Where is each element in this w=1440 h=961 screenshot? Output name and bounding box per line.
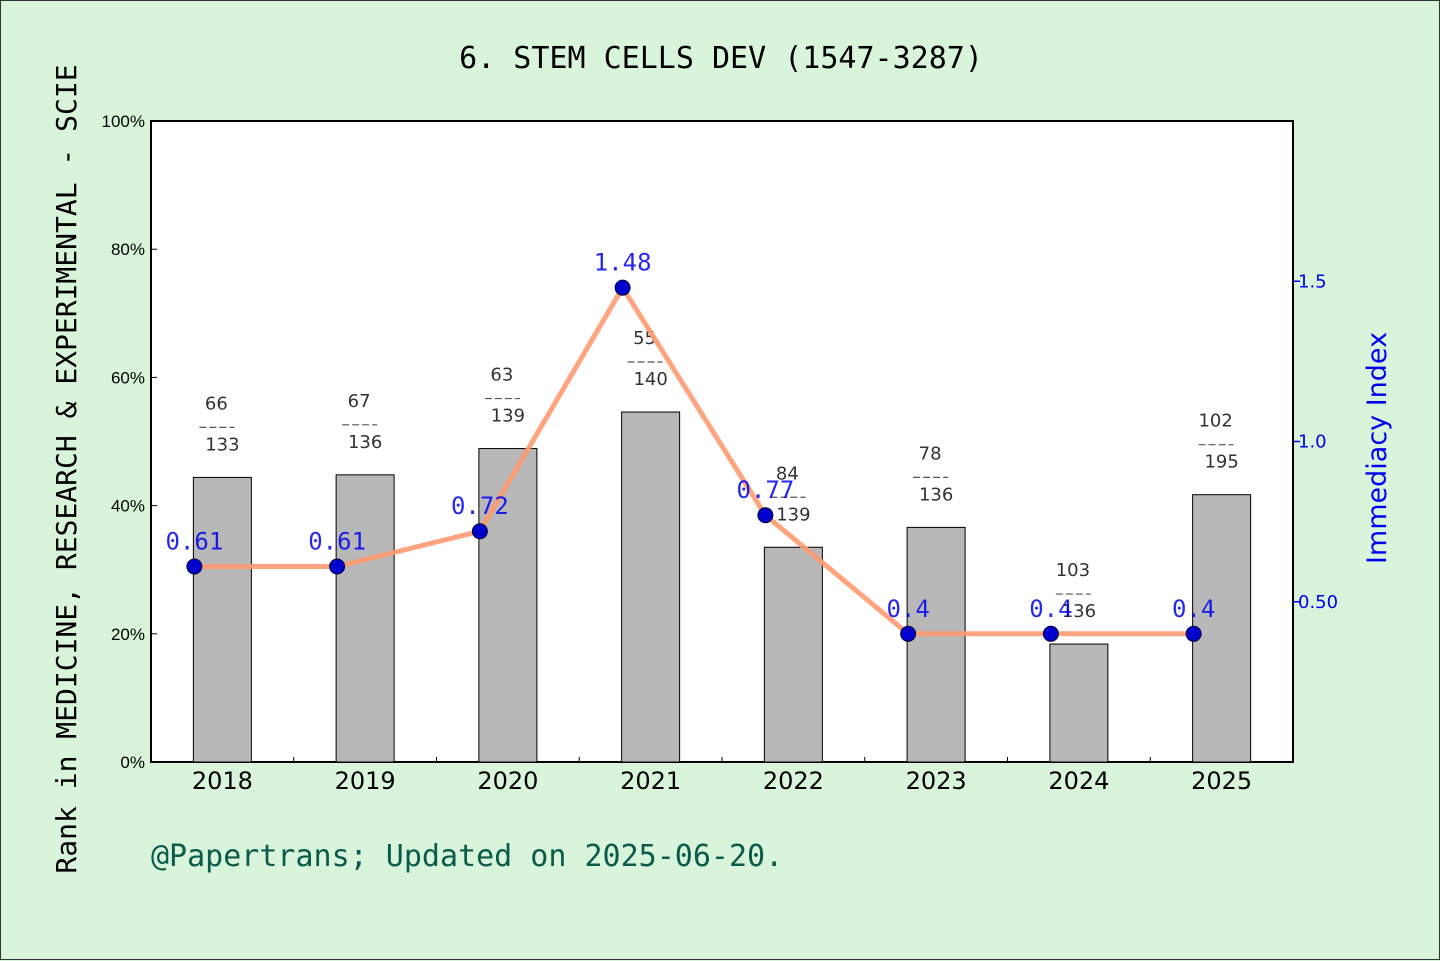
immediacy-point: [471, 523, 488, 540]
immediacy-value-label: 0.61: [308, 527, 366, 555]
y2-axis-label: Immediacy Index: [1362, 332, 1393, 564]
bars-group: 6613367136631395514084139781361031361021…: [192, 328, 1252, 763]
immediacy-value-label: 0.72: [451, 492, 509, 520]
bar-total-label: 139: [491, 406, 525, 427]
y2-tick-label: 1.5: [1298, 271, 1327, 292]
y2-tick-label: 0.50: [1298, 592, 1338, 613]
bar-rank-label: 66: [205, 393, 228, 414]
immediacy-value-label: 0.4: [886, 595, 929, 623]
bar-rank-label: 63: [490, 365, 513, 386]
x-tick-label: 2020: [477, 767, 538, 795]
bar: [763, 546, 823, 763]
immediacy-point: [900, 625, 917, 642]
immediacy-point: [186, 558, 203, 575]
bar: [478, 448, 538, 763]
immediacy-point: [1185, 625, 1202, 642]
bar: [621, 411, 681, 763]
x-tick-label: 2018: [192, 767, 253, 795]
bar-rank-label: 103: [1056, 560, 1090, 581]
x-tick-label: 2019: [335, 767, 396, 795]
x-tick-label: 2022: [763, 767, 824, 795]
immediacy-point: [1042, 625, 1059, 642]
bar-total-label: 140: [633, 369, 667, 390]
bar-rank-label: 78: [919, 443, 942, 464]
x-tick-label: 2021: [620, 767, 681, 795]
immediacy-point: [329, 558, 346, 575]
chart-title: 6. STEM CELLS DEV (1547-3287): [459, 41, 983, 76]
bar: [1049, 643, 1109, 763]
bar-total-label: 136: [919, 484, 953, 505]
y-tick-label: 0%: [120, 753, 145, 772]
bar-total-label: 195: [1204, 452, 1238, 473]
x-tick-label: 2023: [906, 767, 967, 795]
y-tick-label: 100%: [102, 112, 145, 131]
bar-rank-label: 67: [348, 391, 371, 412]
immediacy-point: [757, 507, 774, 524]
y-tick-label: 80%: [111, 240, 145, 259]
y2-tick-label: 1.0: [1298, 432, 1327, 453]
y-axis-label: Rank in MEDICINE, RESEARCH & EXPERIMENTA…: [50, 64, 83, 873]
bar: [335, 474, 395, 763]
immediacy-value-label: 1.48: [594, 249, 652, 277]
x-tick-label: 2025: [1191, 767, 1252, 795]
footer-text: @Papertrans; Updated on 2025-06-20.: [151, 839, 783, 874]
bar-total-label: 139: [776, 504, 810, 525]
y-tick-label: 20%: [111, 625, 145, 644]
immediacy-value-label: 0.4: [1029, 595, 1072, 623]
x-tick-label: 2024: [1048, 767, 1109, 795]
bar: [1192, 494, 1252, 763]
immediacy-value-label: 0.4: [1172, 595, 1215, 623]
bar-rank-label: 102: [1198, 411, 1232, 432]
bar-total-label: 136: [1062, 601, 1096, 622]
y-tick-label: 60%: [111, 368, 145, 387]
bar-total-label: 136: [348, 432, 382, 453]
y-tick-label: 40%: [111, 497, 145, 516]
immediacy-point: [614, 279, 631, 296]
immediacy-value-label: 0.77: [736, 476, 794, 504]
bar-total-label: 133: [205, 434, 239, 455]
bar-rank-label: 84: [776, 463, 799, 484]
axis-ticks: 0% 20% 40% 60% 80% 100% 0.50 1.0 1.5 2018 2019 2020…: [102, 112, 1339, 795]
bar: [906, 526, 966, 763]
line-group: 0.61 0.61 0.72 1.48 0.77 0.4 0.4 0.4: [165, 249, 1215, 642]
immediacy-value-label: 0.61: [165, 527, 223, 555]
bar: [192, 476, 252, 763]
immediacy-line: [194, 285, 1194, 637]
